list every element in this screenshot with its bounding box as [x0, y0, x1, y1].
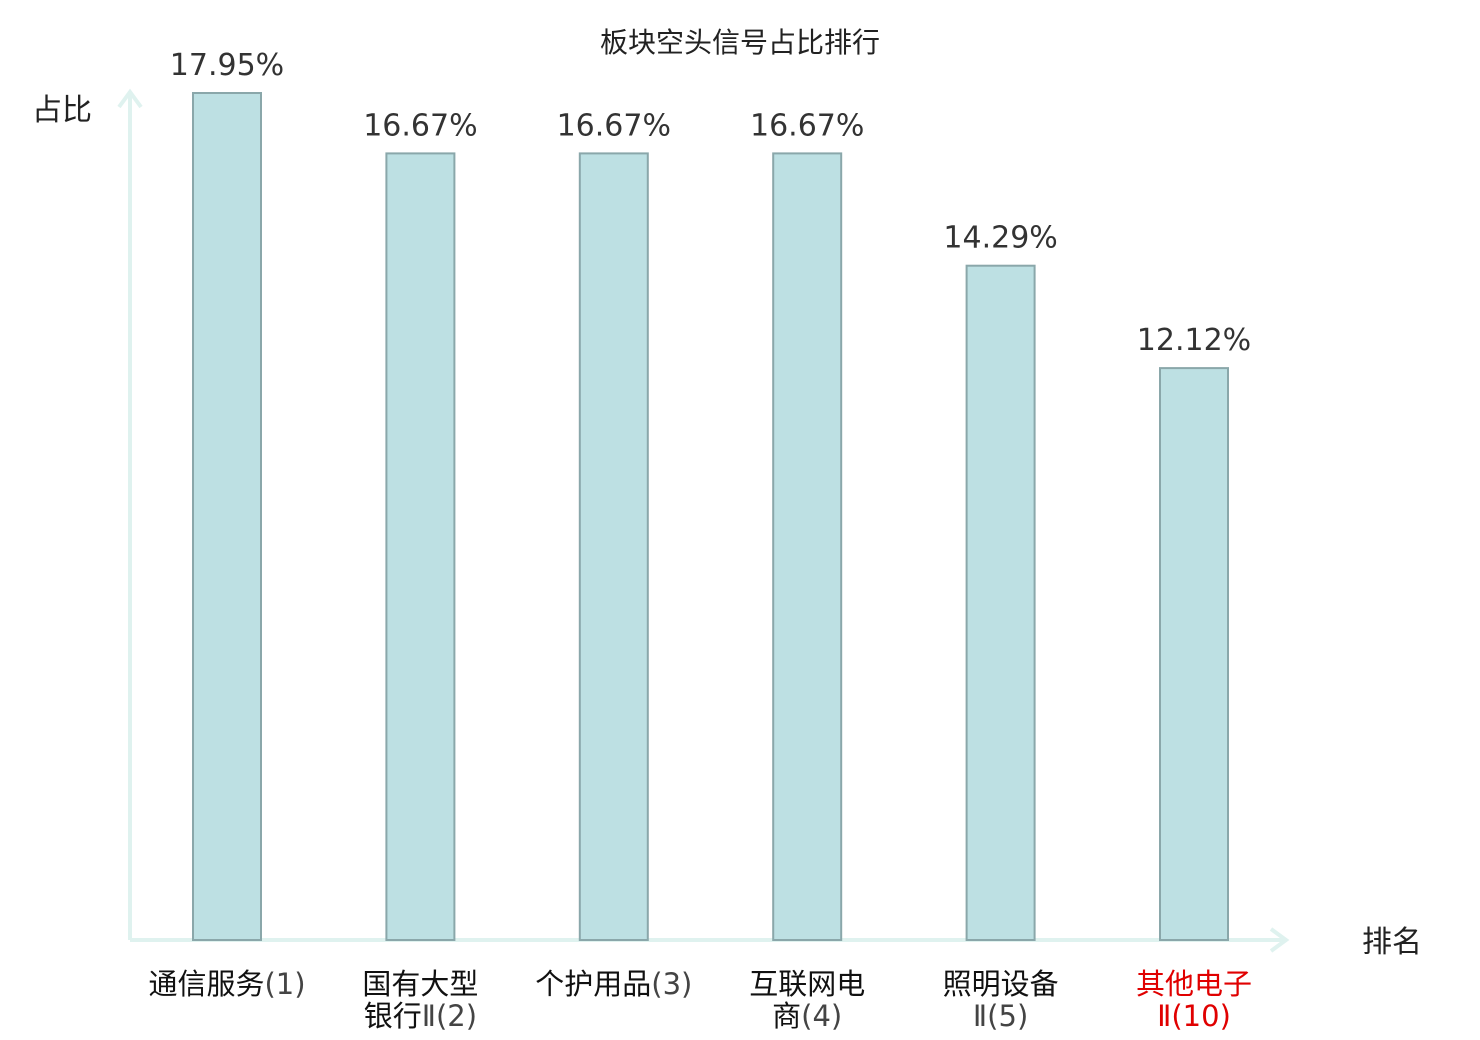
bar — [772, 152, 843, 941]
category-name: 银行 — [364, 999, 422, 1033]
category-label-line: 国有大型 — [362, 967, 478, 1001]
category-label-line: 商(4) — [772, 999, 842, 1033]
bar-value-label: 16.67% — [750, 108, 864, 143]
bar — [385, 152, 456, 941]
bar — [192, 92, 262, 941]
category-label-line: Ⅱ(5) — [973, 999, 1028, 1033]
bars-group — [192, 92, 1229, 942]
category-rank: Ⅱ(5) — [973, 999, 1028, 1033]
category-name: 国有大型 — [362, 967, 478, 1001]
y-axis-label: 占比 — [32, 93, 92, 128]
category-label-line: 个护用品(3) — [535, 967, 692, 1001]
category-name: 通信服务 — [148, 967, 264, 1001]
axes — [117, 88, 1290, 953]
bar-value-label: 17.95% — [170, 48, 284, 83]
category-name: 其他电子 — [1136, 967, 1252, 1001]
category-name: 互联网电 — [749, 967, 865, 1001]
value-labels-group: 17.95% 16.67% 16.67% 16.67% 14.29% 12.12% — [170, 48, 1251, 358]
bar — [965, 264, 1036, 941]
x-axis-label: 排名 — [1362, 925, 1422, 960]
bar-value-label: 12.12% — [1137, 323, 1251, 358]
category-label-line: 互联网电 — [749, 967, 865, 1001]
category-label-line: 其他电子 — [1136, 967, 1252, 1001]
category-name: 商 — [772, 999, 801, 1033]
category-label-line: 银行Ⅱ(2) — [364, 999, 477, 1033]
bar — [1159, 367, 1229, 942]
category-label-line: 通信服务(1) — [148, 967, 305, 1001]
category-label-line: 照明设备 — [943, 967, 1059, 1001]
category-name: 个护用品 — [535, 967, 651, 1001]
bar-value-label: 16.67% — [557, 108, 671, 143]
category-rank: (4) — [801, 999, 842, 1033]
category-name: 照明设备 — [943, 967, 1059, 1001]
category-rank: (1) — [264, 967, 305, 1001]
x-axis-arrow — [1269, 927, 1290, 953]
bar-value-label: 16.67% — [363, 108, 477, 143]
bar — [578, 152, 649, 941]
category-rank: Ⅱ(10) — [1157, 999, 1231, 1033]
category-rank: (3) — [651, 967, 692, 1001]
chart-title: 板块空头信号占比排行 — [600, 26, 880, 59]
y-axis-arrow — [117, 88, 143, 109]
category-rank: Ⅱ(2) — [422, 999, 477, 1033]
category-label-line: Ⅱ(10) — [1157, 999, 1231, 1033]
bar-value-label: 14.29% — [943, 221, 1057, 256]
